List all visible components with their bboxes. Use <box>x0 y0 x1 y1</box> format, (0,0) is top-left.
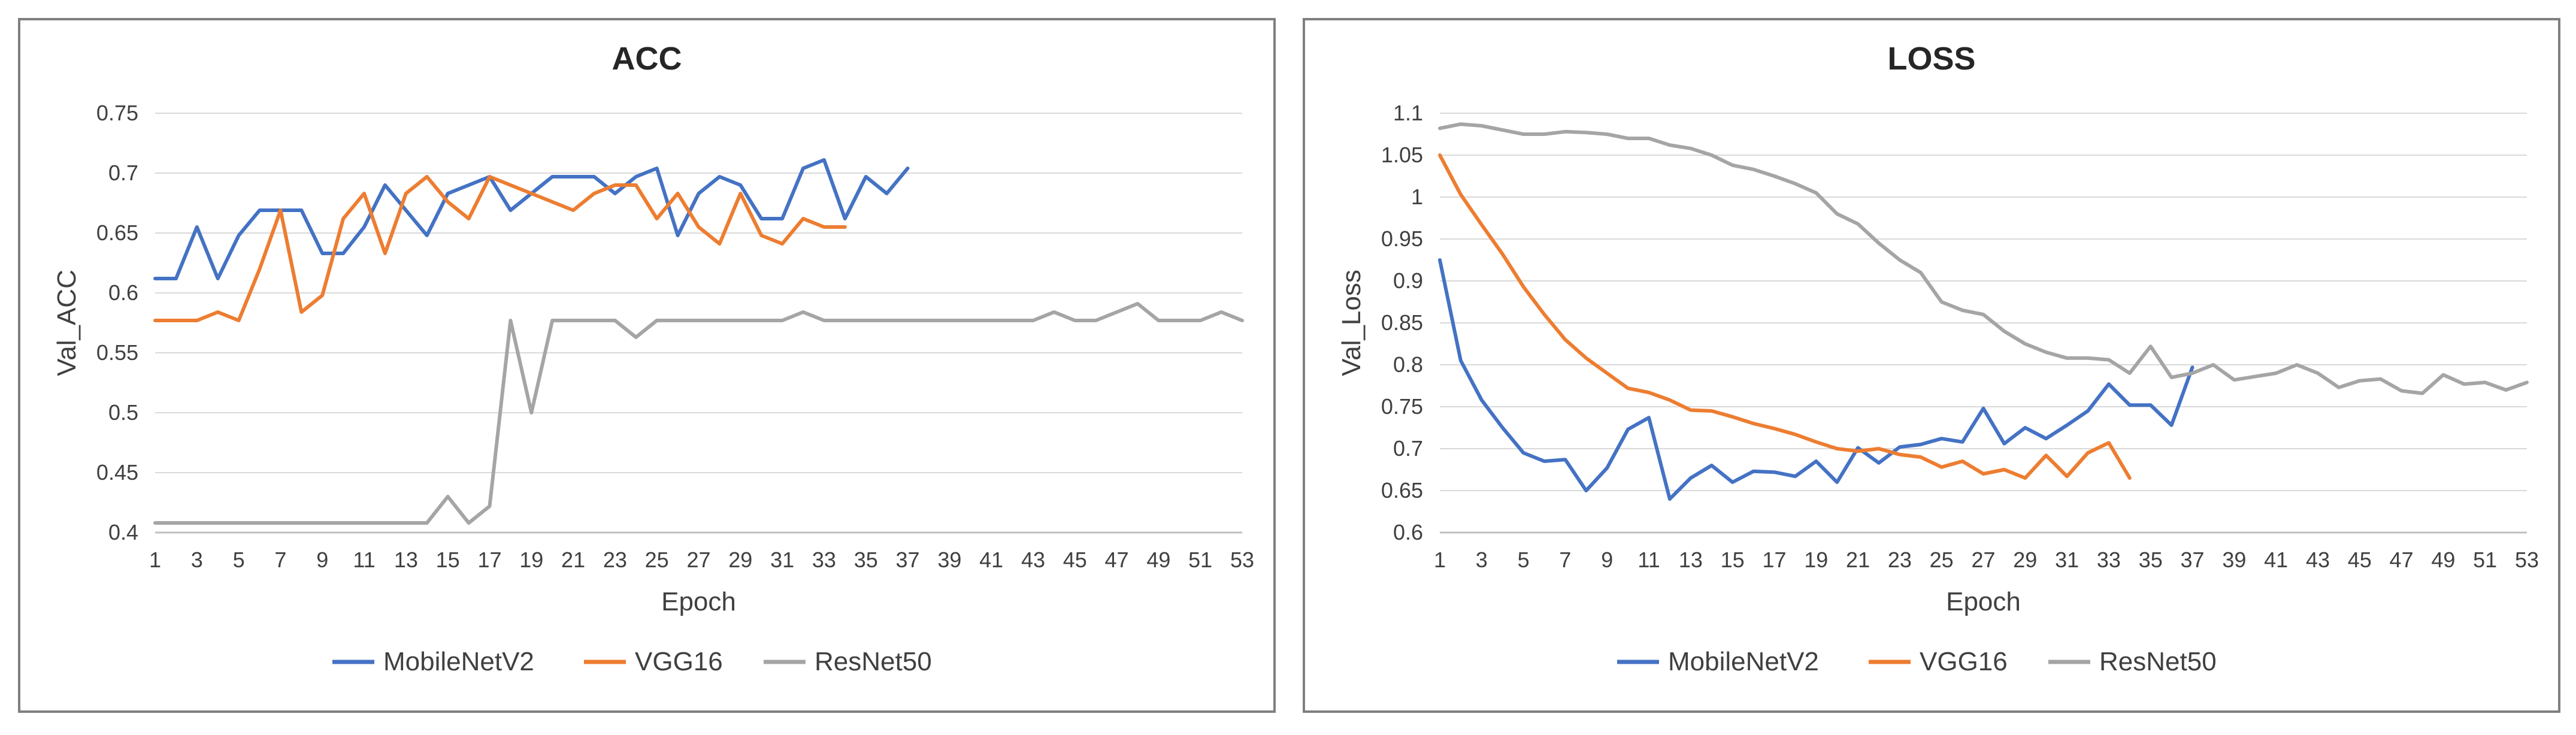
acc-x-tick-label: 25 <box>645 548 669 572</box>
acc-series-line-resnet50 <box>153 302 1244 525</box>
loss-x-tick-label: 53 <box>2515 548 2539 572</box>
acc-x-tick-label: 35 <box>854 548 878 572</box>
acc-y-tick-label: 0.75 <box>96 101 138 125</box>
loss-legend-label-resnet50: ResNet50 <box>2099 647 2217 676</box>
loss-x-tick-label: 35 <box>2139 548 2163 572</box>
loss-x-tick-label: 25 <box>1930 548 1954 572</box>
loss-x-tick-label: 31 <box>2055 548 2079 572</box>
acc-series-line-vgg16 <box>153 175 847 322</box>
loss-series-line-mobilenetv2 <box>1438 258 2194 501</box>
loss-chart: LOSS 0.6 0.65 0.7 0.75 0.8 0.85 0.9 0.95 1 1.05 1.1… <box>1337 41 2539 676</box>
acc-y-tick-label: 0.6 <box>108 280 138 305</box>
acc-y-axis-label: Val_ACC <box>52 270 81 376</box>
acc-x-tick-label: 11 <box>353 548 375 572</box>
acc-legend-label-mobilenetv2: MobileNetV2 <box>383 647 534 676</box>
acc-x-tick-label: 43 <box>1021 548 1045 572</box>
loss-x-tick-label: 7 <box>1559 548 1571 572</box>
loss-x-tick-label: 11 <box>1637 548 1660 572</box>
acc-x-tick-label: 53 <box>1230 548 1254 572</box>
loss-y-tick-label: 1.1 <box>1393 101 1423 125</box>
acc-x-tick-label: 27 <box>686 548 710 572</box>
loss-series-line-resnet50 <box>1438 122 2529 395</box>
loss-y-tick-label: 1.05 <box>1381 143 1423 167</box>
acc-x-tick-label: 21 <box>561 548 585 572</box>
loss-y-tick-label: 0.75 <box>1381 394 1423 419</box>
loss-x-tick-label: 17 <box>1762 548 1786 572</box>
loss-y-tick-label: 0.7 <box>1393 436 1423 461</box>
acc-y-tick-label: 0.55 <box>96 340 138 365</box>
loss-x-tick-label: 1 <box>1434 548 1446 572</box>
loss-chart-panel: LOSS 0.6 0.65 0.7 0.75 0.8 0.85 0.9 0.95 1 1.05 1.1… <box>1303 18 2560 713</box>
acc-x-tick-label: 17 <box>477 548 501 572</box>
acc-x-tick-label: 41 <box>979 548 1003 572</box>
acc-y-tick-label: 0.5 <box>108 400 138 425</box>
acc-x-tick-label: 37 <box>896 548 920 572</box>
acc-x-tick-label: 49 <box>1146 548 1170 572</box>
loss-y-tick-label: 0.8 <box>1393 352 1423 377</box>
loss-x-tick-label: 49 <box>2431 548 2455 572</box>
acc-x-tick-label: 23 <box>603 548 627 572</box>
loss-y-axis-label: Val_Loss <box>1337 270 1366 376</box>
loss-legend-label-mobilenetv2: MobileNetV2 <box>1668 647 1819 676</box>
loss-x-tick-label: 23 <box>1888 548 1912 572</box>
acc-x-tick-label: 13 <box>394 548 418 572</box>
acc-x-tick-label: 5 <box>233 548 245 572</box>
loss-y-tick-label: 0.9 <box>1393 268 1423 293</box>
acc-x-tick-label: 29 <box>728 548 752 572</box>
loss-x-tick-label: 5 <box>1518 548 1530 572</box>
loss-chart-title: LOSS <box>1887 41 1975 77</box>
acc-y-tick-label: 0.65 <box>96 220 138 245</box>
acc-y-tick-label: 0.4 <box>108 520 138 545</box>
loss-x-tick-label: 19 <box>1804 548 1828 572</box>
loss-y-tick-label: 0.6 <box>1393 520 1423 545</box>
loss-x-tick-label: 37 <box>2181 548 2205 572</box>
acc-chart-panel: ACC 0.4 0.45 0.5 0.55 0.6 0.65 0.7 0.75 1 3 5 7 9 11 13… <box>18 18 1276 713</box>
acc-legend-label-vgg16: VGG16 <box>635 647 723 676</box>
loss-x-tick-label: 13 <box>1679 548 1703 572</box>
acc-x-axis-label: Epoch <box>661 587 736 616</box>
acc-x-tick-label: 31 <box>770 548 794 572</box>
acc-y-tick-label: 0.45 <box>96 460 138 485</box>
loss-x-axis-label: Epoch <box>1946 587 2021 616</box>
loss-x-tick-label: 33 <box>2097 548 2121 572</box>
acc-x-tick-label: 19 <box>519 548 543 572</box>
acc-legend-label-resnet50: ResNet50 <box>815 647 932 676</box>
acc-x-tick-label: 45 <box>1063 548 1087 572</box>
loss-x-tick-label: 9 <box>1601 548 1613 572</box>
loss-x-tick-label: 43 <box>2306 548 2330 572</box>
loss-y-tick-label: 1 <box>1411 184 1423 209</box>
loss-x-tick-label: 21 <box>1846 548 1870 572</box>
acc-x-tick-label: 3 <box>191 548 203 572</box>
loss-x-tick-label: 41 <box>2264 548 2288 572</box>
loss-y-tick-label: 0.85 <box>1381 310 1423 335</box>
loss-y-tick-label: 0.95 <box>1381 226 1423 251</box>
loss-series-line-vgg16 <box>1438 153 2132 480</box>
acc-x-tick-label: 7 <box>274 548 286 572</box>
loss-x-tick-label: 51 <box>2473 548 2497 572</box>
acc-x-tick-label: 47 <box>1105 548 1129 572</box>
loss-y-tick-label: 0.65 <box>1381 478 1423 503</box>
loss-x-tick-label: 15 <box>1721 548 1745 572</box>
acc-x-tick-label: 51 <box>1188 548 1212 572</box>
acc-x-tick-label: 1 <box>149 548 161 572</box>
acc-chart-title: ACC <box>612 41 682 77</box>
acc-x-tick-label: 15 <box>436 548 460 572</box>
loss-x-tick-label: 3 <box>1476 548 1488 572</box>
loss-x-tick-label: 39 <box>2222 548 2246 572</box>
acc-x-tick-label: 33 <box>812 548 836 572</box>
acc-x-tick-label: 9 <box>316 548 328 572</box>
loss-x-tick-label: 27 <box>1971 548 1995 572</box>
acc-x-tick-label: 39 <box>937 548 961 572</box>
loss-x-tick-label: 47 <box>2390 548 2414 572</box>
loss-legend-label-vgg16: VGG16 <box>1920 647 2008 676</box>
acc-y-tick-label: 0.7 <box>108 161 138 185</box>
loss-x-tick-label: 29 <box>2013 548 2037 572</box>
acc-series-line-mobilenetv2 <box>153 158 910 280</box>
loss-x-tick-label: 45 <box>2348 548 2372 572</box>
